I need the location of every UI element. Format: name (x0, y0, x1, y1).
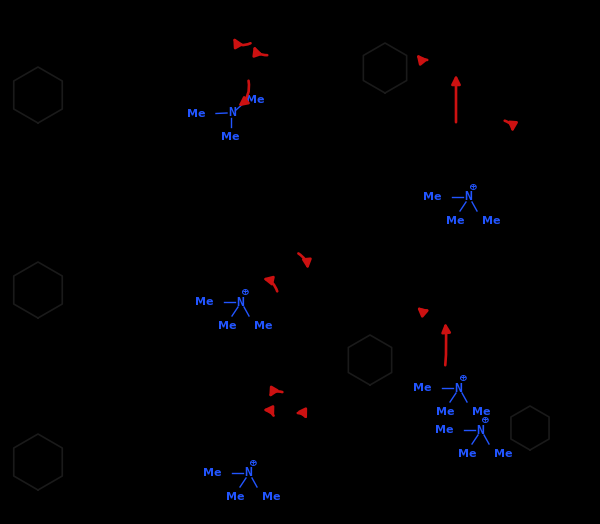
Text: Me: Me (424, 192, 442, 202)
Text: Me: Me (458, 449, 476, 459)
Text: Me: Me (203, 468, 222, 478)
Text: N: N (244, 466, 252, 479)
Text: Me: Me (246, 95, 265, 105)
Text: Me: Me (436, 425, 454, 435)
Text: N: N (236, 296, 244, 309)
Text: N: N (228, 106, 236, 119)
Text: ⊕: ⊕ (239, 287, 248, 297)
Text: Me: Me (446, 216, 464, 226)
Text: Me: Me (221, 132, 239, 142)
Text: Me: Me (436, 407, 454, 417)
Text: ⊕: ⊕ (479, 415, 488, 425)
Text: Me: Me (482, 216, 500, 226)
Text: N: N (476, 423, 484, 436)
Text: Me: Me (226, 492, 244, 502)
Text: Me: Me (262, 492, 281, 502)
Text: ⊕: ⊕ (458, 373, 466, 383)
Text: Me: Me (196, 297, 214, 307)
Text: N: N (454, 381, 462, 395)
Text: N: N (464, 191, 472, 203)
Text: Me: Me (187, 109, 206, 119)
Text: Me: Me (254, 321, 272, 331)
Text: Me: Me (218, 321, 236, 331)
Text: Me: Me (494, 449, 512, 459)
Text: ⊕: ⊕ (467, 182, 476, 192)
Text: Me: Me (413, 383, 432, 393)
Text: Me: Me (472, 407, 491, 417)
Text: ⊕: ⊕ (248, 458, 256, 468)
